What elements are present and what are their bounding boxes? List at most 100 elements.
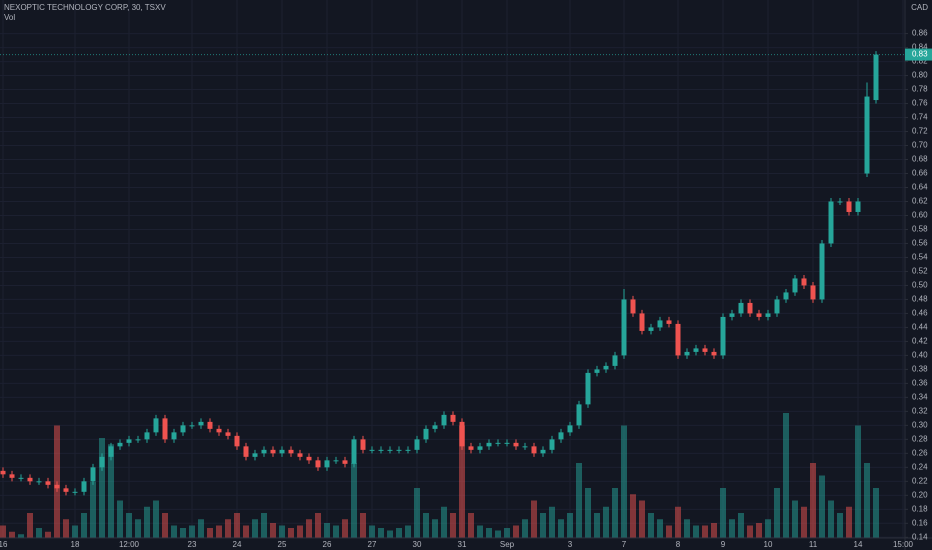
volume-bar — [873, 488, 879, 538]
y-tick-label: 0.30 — [912, 420, 928, 429]
candle-body — [693, 348, 699, 352]
volume-bar — [603, 506, 609, 538]
y-tick-label: 0.86 — [912, 29, 928, 38]
last-price-box — [905, 48, 932, 61]
y-tick-label: 0.28 — [912, 434, 928, 443]
candle-body — [540, 449, 546, 454]
candle-body — [90, 467, 96, 482]
candle-body — [792, 278, 798, 293]
y-tick-label: 0.26 — [912, 448, 928, 457]
volume-bar — [801, 506, 807, 538]
candle-body — [585, 372, 591, 405]
volume-bar — [486, 528, 492, 538]
volume-bar — [540, 513, 546, 538]
candle-body — [306, 456, 312, 461]
candle-body — [702, 348, 708, 352]
candle-body — [261, 449, 267, 454]
candle-body — [342, 460, 348, 464]
volume-bar — [729, 519, 735, 538]
candle-body — [873, 54, 879, 101]
y-tick-label: 0.20 — [912, 490, 928, 499]
y-tick-label: 0.66 — [912, 169, 928, 178]
volume-bar — [846, 506, 852, 538]
x-tick-label: 31 — [458, 540, 467, 549]
volume-bar — [477, 525, 483, 538]
candle-body — [531, 446, 537, 454]
candle-body — [396, 449, 402, 451]
candle-body — [657, 320, 663, 328]
volume-bar — [45, 531, 51, 538]
x-tick-label: 11 — [809, 540, 818, 549]
candle-body — [801, 278, 807, 286]
volume-bar — [90, 481, 96, 538]
volume-label: Vol — [4, 13, 15, 22]
candle-body — [99, 456, 105, 468]
volume-bar — [738, 513, 744, 538]
volume-bar — [819, 475, 825, 538]
volume-bar — [441, 506, 447, 538]
x-tick-label: 9 — [721, 540, 726, 549]
volume-bar — [234, 513, 240, 538]
candle-body — [414, 439, 420, 450]
volume-bar — [270, 523, 276, 538]
candle-body — [9, 474, 15, 478]
candle-body — [747, 302, 753, 314]
candle-body — [486, 442, 492, 447]
candle-body — [36, 481, 42, 483]
candle-body — [846, 201, 852, 212]
candle-body — [729, 313, 735, 317]
y-tick-label: 0.70 — [912, 141, 928, 150]
volume-bar — [27, 513, 33, 538]
candle-body — [270, 449, 276, 454]
candle-body — [297, 453, 303, 457]
volume-bar — [216, 525, 222, 538]
volume-bar — [711, 523, 717, 538]
volume-bar — [522, 519, 528, 538]
volume-bar — [117, 500, 123, 538]
volume-bar — [747, 525, 753, 538]
volume-bar — [126, 513, 132, 538]
candle-body — [27, 477, 33, 482]
y-tick-label: 0.54 — [912, 253, 928, 262]
volume-bar — [837, 513, 843, 538]
y-tick-label: 0.48 — [912, 295, 928, 304]
y-tick-label: 0.24 — [912, 462, 928, 471]
candle-body — [423, 428, 429, 440]
volume-bar — [99, 438, 105, 538]
volume-bar — [630, 494, 636, 538]
candle-body — [378, 449, 384, 451]
candle-body — [864, 96, 870, 174]
candle-body — [153, 418, 159, 433]
volume-bar — [621, 425, 627, 538]
y-tick-label: 0.46 — [912, 309, 928, 318]
volume-bar — [333, 525, 339, 538]
volume-bar — [135, 519, 141, 538]
candle-body — [315, 460, 321, 468]
volume-bar — [675, 506, 681, 538]
y-tick-label: 0.32 — [912, 406, 928, 415]
candle-body — [369, 449, 375, 451]
volume-bar — [594, 513, 600, 538]
volume-bar — [720, 488, 726, 538]
volume-bar — [198, 519, 204, 538]
x-tick-label: 15:00 — [893, 540, 914, 549]
x-tick-label: 12:00 — [119, 540, 140, 549]
candle-body — [279, 449, 285, 454]
candle-body — [216, 428, 222, 433]
volume-bar — [378, 528, 384, 538]
volume-bar — [225, 519, 231, 538]
candle-body — [819, 243, 825, 300]
candle-body — [63, 488, 69, 492]
candle-body — [234, 435, 240, 447]
candle-body — [648, 327, 654, 331]
x-tick-label: 30 — [413, 540, 422, 549]
candle-body — [405, 449, 411, 451]
y-tick-label: 0.36 — [912, 378, 928, 387]
volume-bar — [171, 525, 177, 538]
y-tick-label: 0.56 — [912, 239, 928, 248]
y-tick-label: 0.40 — [912, 351, 928, 360]
y-tick-label: 0.62 — [912, 197, 928, 206]
price-pane — [0, 51, 905, 496]
currency: CAD — [911, 3, 928, 12]
volume-bar — [558, 519, 564, 538]
